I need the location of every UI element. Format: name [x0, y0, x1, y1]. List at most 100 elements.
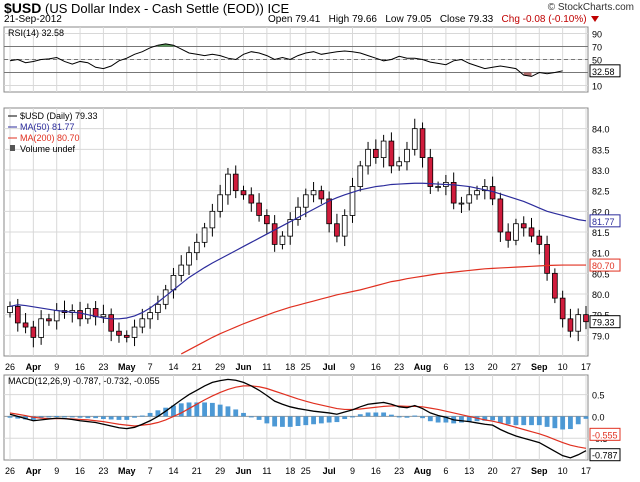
- price-legend-series: $USD (Daily) 79.33: [20, 111, 98, 121]
- x-axis-label-bottom: 17: [581, 466, 591, 476]
- candle-down: [116, 330, 122, 336]
- rsi-legend: RSI(14) 32.58: [8, 28, 64, 38]
- macd-histogram-bar: [529, 416, 534, 426]
- candle-down: [46, 318, 52, 322]
- macd-histogram-bar: [575, 416, 581, 425]
- down-arrow-icon: [590, 16, 599, 23]
- macd-histogram-bar: [568, 416, 573, 430]
- macd-histogram-bar: [194, 402, 200, 417]
- macd-histogram-bar: [326, 416, 332, 423]
- macd-histogram-bar: [186, 402, 192, 417]
- x-axis-label: 18: [285, 362, 295, 372]
- x-axis-label: 13: [464, 362, 474, 372]
- x-axis-label: 20: [488, 362, 498, 372]
- macd-histogram-bar: [100, 416, 106, 420]
- ma50-current-tag: 81.77: [589, 214, 621, 228]
- macd-histogram-bar: [497, 416, 503, 423]
- x-axis-label-bottom: 13: [464, 466, 474, 476]
- x-axis-label-bottom: Apr: [26, 466, 42, 476]
- candle-up: [575, 314, 582, 332]
- macd-histogram-bar: [248, 416, 254, 418]
- candle-up: [404, 148, 410, 163]
- x-axis-label-bottom: 20: [488, 466, 498, 476]
- macd-histogram-bar: [443, 416, 449, 423]
- macd-histogram-bar: [521, 416, 527, 426]
- candle-down: [536, 235, 543, 245]
- x-axis-label: 23: [98, 362, 108, 372]
- price-tick-label: 80.5: [592, 269, 610, 279]
- macd-histogram-bar: [513, 416, 519, 426]
- candle-down: [256, 202, 262, 216]
- x-axis-label-bottom: 25: [301, 466, 311, 476]
- macd-histogram-bar: [139, 415, 145, 417]
- price-current-tag-text: 79.33: [592, 318, 615, 328]
- x-axis-label: 26: [5, 362, 15, 372]
- price-tick-label: 79.0: [592, 331, 610, 341]
- macd-histogram-bar: [272, 416, 278, 427]
- x-axis-label: 9: [350, 362, 355, 372]
- macd-histogram-bar: [93, 416, 99, 419]
- x-axis-label: 7: [148, 362, 153, 372]
- x-axis-label-bottom: Jul: [323, 466, 336, 476]
- candle-up: [162, 289, 169, 305]
- x-axis-label-bottom: 23: [98, 466, 108, 476]
- macd-histogram-bar: [427, 416, 433, 422]
- candle-up: [147, 312, 153, 320]
- x-axis-label-bottom: 14: [168, 466, 178, 476]
- macd-histogram-bar: [15, 416, 21, 419]
- macd-histogram-bar: [490, 416, 496, 421]
- candle-up: [295, 206, 301, 220]
- candle-up: [287, 219, 294, 237]
- candle-up: [458, 202, 465, 205]
- x-axis-label-bottom: 16: [371, 466, 381, 476]
- x-axis-label: 17: [581, 362, 591, 372]
- x-axis-label-bottom: 7: [148, 466, 153, 476]
- macd-histogram-bar: [7, 416, 13, 418]
- x-axis-label: 29: [215, 362, 225, 372]
- macd-signal-current-tag-text: -0.555: [592, 430, 618, 440]
- candle-down: [240, 190, 247, 196]
- macd-current-tag-text: -0.787: [592, 451, 618, 461]
- candle-up: [38, 318, 44, 338]
- macd-histogram-bar: [108, 416, 114, 420]
- price-tick-label: 81.5: [592, 228, 610, 238]
- price-tick-label: 80.0: [592, 290, 610, 300]
- price-current-tag: 79.33: [589, 315, 621, 329]
- candle-up: [131, 326, 138, 338]
- price-tick-label: 82.0: [592, 207, 610, 217]
- source-credit: © StockCharts.com: [547, 2, 634, 13]
- macd-histogram-bar: [155, 410, 161, 417]
- macd-histogram-bar: [482, 416, 488, 421]
- macd-histogram-bar: [466, 416, 472, 422]
- candle-down: [520, 223, 527, 229]
- macd-histogram-bar: [241, 412, 246, 417]
- candle-down: [318, 190, 325, 200]
- candle-up: [481, 186, 488, 192]
- quote-change: Chg -0.08 (-0.10%): [501, 14, 587, 25]
- macd-histogram-bar: [264, 416, 270, 424]
- candle-up: [302, 194, 309, 208]
- x-axis-label: 16: [75, 362, 85, 372]
- ma200-current-tag-text: 80.70: [592, 261, 615, 271]
- x-axis-label: Sep: [531, 362, 548, 372]
- candle-down: [567, 318, 574, 332]
- candle-down: [271, 223, 278, 245]
- candle-down: [497, 198, 504, 233]
- macd-histogram-bar: [233, 409, 239, 417]
- x-axis-label: 11: [262, 362, 271, 372]
- macd-histogram-bar: [287, 416, 293, 427]
- x-axis-label-bottom: 23: [394, 466, 404, 476]
- x-axis-label: 27: [511, 362, 521, 372]
- x-axis-label-bottom: 9: [54, 466, 59, 476]
- macd-histogram-bar: [435, 416, 441, 423]
- price-tick-label: 84.0: [592, 125, 610, 135]
- candle-up: [365, 148, 371, 167]
- candle-up: [349, 186, 356, 216]
- candle-up: [53, 310, 60, 322]
- macd-histogram-bar: [171, 405, 176, 417]
- volume-icon: [10, 145, 15, 151]
- x-axis-label: Jun: [236, 362, 252, 372]
- macd-histogram-bar: [357, 414, 363, 417]
